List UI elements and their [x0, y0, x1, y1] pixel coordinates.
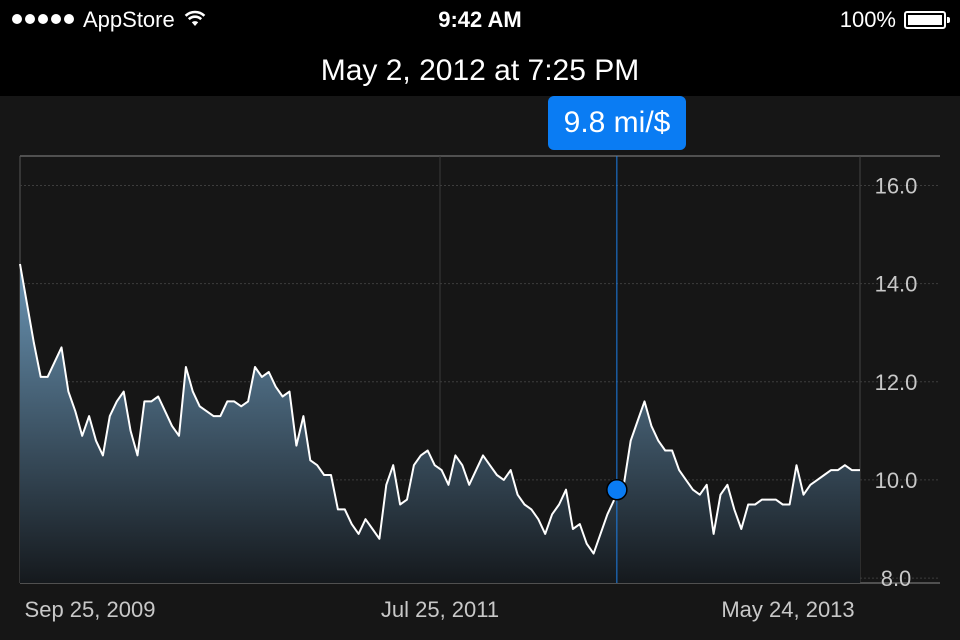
battery-percent: 100% [839, 7, 896, 32]
y-tick-label: 14.0 [875, 272, 918, 297]
y-tick-label: 12.0 [875, 370, 918, 395]
status-left: AppStore [12, 7, 207, 32]
selected-date-title: May 2, 2012 at 7:25 PM [320, 54, 640, 87]
selection-point [606, 478, 628, 501]
y-tick-label: 16.0 [875, 173, 918, 198]
chart-header: May 2, 2012 at 7:25 PM [0, 40, 960, 96]
wifi-icon [183, 9, 207, 32]
carrier-name: AppStore [83, 7, 175, 32]
x-tick-label: Jul 25, 2011 [381, 597, 499, 622]
value-tooltip: 9.8 mi/$ [548, 96, 686, 150]
battery-icon [904, 11, 950, 29]
status-right: 100% [839, 7, 950, 32]
series-line [19, 263, 860, 555]
signal-dots-icon [12, 11, 77, 29]
chart[interactable]: 16.0 14.0 12.0 10.0 8.0 Sep 25, 2009 Jul 25, … [0, 96, 960, 640]
y-tick-label: 10.0 [875, 468, 918, 493]
series-area [20, 264, 860, 583]
x-tick-label: May 24, 2013 [721, 597, 854, 622]
status-bar: AppStore 9:42 AM 100% [0, 0, 960, 40]
y-tick-label: 8.0 [881, 566, 912, 591]
x-tick-label: Sep 25, 2009 [25, 597, 156, 622]
status-time: 9:42 AM [438, 7, 522, 32]
